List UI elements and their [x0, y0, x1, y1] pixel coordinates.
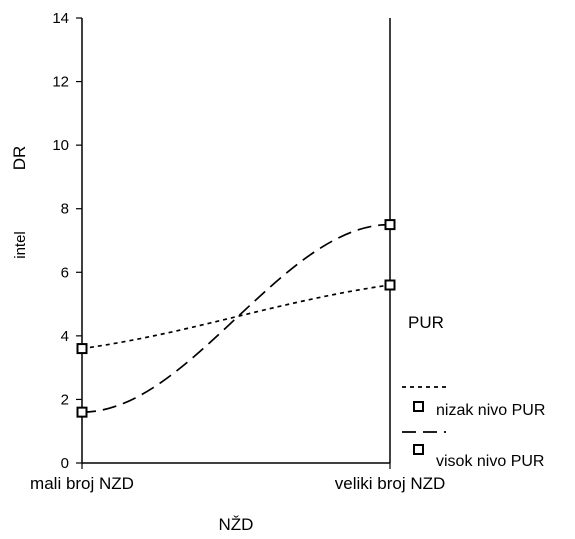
y-tick-label: 14	[52, 10, 69, 27]
y-axis-overlap-label: intel	[12, 231, 29, 259]
legend-items: nizak nivo PUR visok nivo PUR	[402, 386, 545, 470]
y-tick-label: 8	[61, 201, 69, 218]
y-tick-label: 10	[52, 137, 69, 154]
series-layer	[76, 219, 396, 418]
x-axis-label: NŽD	[219, 515, 254, 534]
axes-layer	[81, 18, 391, 464]
y-tick-label: 2	[61, 391, 69, 408]
y-tick-label: 4	[61, 328, 69, 345]
legend-title: PUR	[408, 313, 444, 332]
data-point-marker	[76, 406, 88, 418]
data-point-marker	[384, 219, 396, 231]
legend: PUR nizak nivo PUR visok nivo PUR	[402, 313, 545, 470]
data-point-marker	[384, 279, 396, 291]
y-tick-label: 0	[61, 455, 69, 472]
x-tick-label: mali broj NZD	[30, 474, 134, 493]
legend-label: visok nivo PUR	[436, 453, 544, 470]
x-ticks: mali broj NZD veliki broj NZD	[30, 463, 445, 493]
data-point-marker	[76, 343, 88, 355]
y-ticks: 0 2 4 6 8 10 12 14	[52, 10, 82, 472]
series-line-1	[81, 284, 391, 350]
y-tick-label: 6	[61, 264, 69, 281]
y-tick-label: 12	[52, 74, 69, 91]
legend-marker	[413, 401, 424, 412]
legend-marker	[413, 444, 424, 455]
series-line-2	[81, 223, 391, 413]
x-tick-label: veliki broj NZD	[335, 474, 446, 493]
legend-label: nizak nivo PUR	[436, 402, 545, 419]
y-axis-label: DR	[10, 146, 29, 171]
